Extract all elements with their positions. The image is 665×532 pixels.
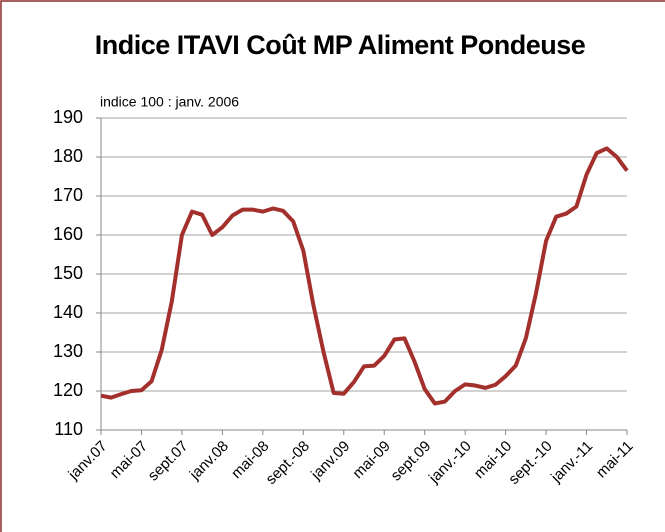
y-tick-label: 120 xyxy=(53,380,83,400)
y-tick-label: 130 xyxy=(53,341,83,361)
chart-title: Indice ITAVI Coût MP Aliment Pondeuse xyxy=(95,30,586,60)
y-tick-label: 190 xyxy=(53,107,83,127)
y-tick-label: 110 xyxy=(54,419,83,439)
data-line xyxy=(100,146,629,406)
y-tick-label: 160 xyxy=(53,224,83,244)
y-tick-label: 150 xyxy=(53,263,83,283)
y-tick-label: 140 xyxy=(53,302,83,322)
y-tick-label: 170 xyxy=(53,185,83,205)
chart-subtitle: indice 100 : janv. 2006 xyxy=(100,94,239,110)
y-tick-label: 180 xyxy=(53,146,83,166)
